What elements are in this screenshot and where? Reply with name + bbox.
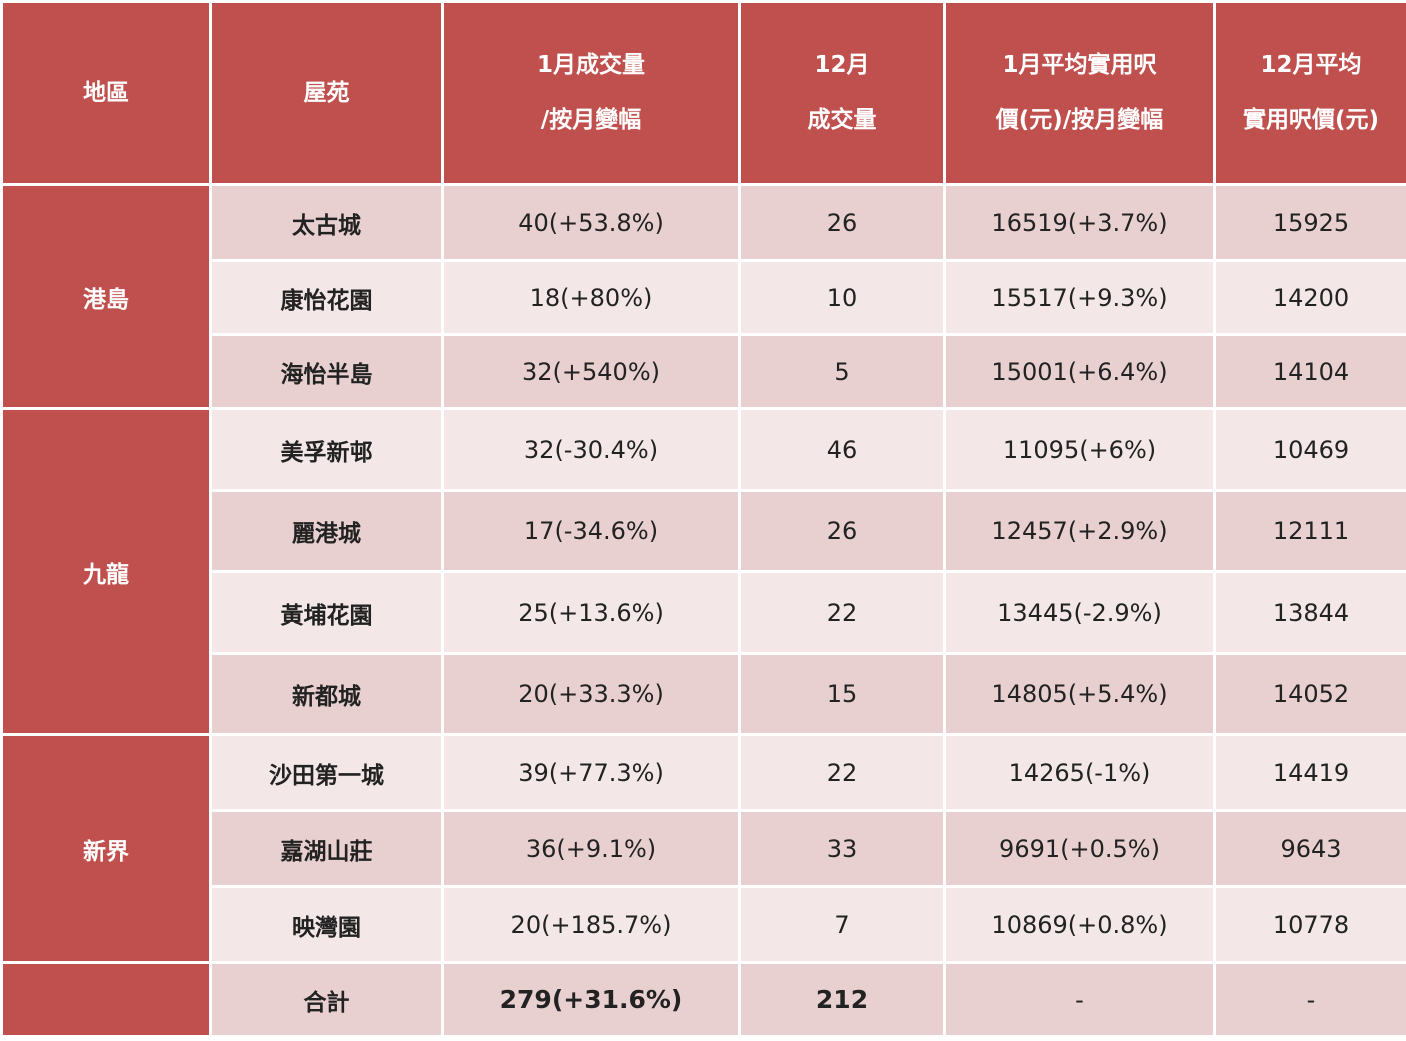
header-jan-price: 1月平均實用呎 價(元)/按月變幅 [943, 0, 1216, 186]
estate-cell: 新都城 [209, 652, 444, 736]
table-row: 嘉湖山莊 36(+9.1%) 33 9691(+0.5%) 9643 [2, 809, 1406, 888]
jan-volume-cell: 20(+185.7%) [441, 885, 741, 964]
jan-price-cell: 12457(+2.9%) [943, 489, 1216, 573]
dec-volume-cell: 5 [738, 333, 946, 410]
total-jan-volume: 279(+31.6%) [441, 961, 741, 1038]
estate-cell: 麗港城 [209, 489, 444, 573]
jan-price-cell: 11095(+6%) [943, 407, 1216, 492]
jan-price-cell: 9691(+0.5%) [943, 809, 1216, 888]
table-row: 港島 太古城 40(+53.8%) 26 16519(+3.7%) 15925 [0, 183, 1406, 410]
dec-volume-cell: 33 [738, 809, 946, 888]
jan-price-cell: 13445(-2.9%) [943, 570, 1216, 655]
estate-cell: 沙田第一城 [209, 733, 444, 812]
dec-price-cell: 15925 [1213, 183, 1406, 262]
table-row: 黃埔花園 25(+13.6%) 22 13445(-2.9%) 13844 [2, 570, 1406, 655]
dec-price-cell: 9643 [1213, 809, 1406, 888]
estate-cell: 康怡花園 [209, 259, 444, 336]
header-region: 地區 [0, 0, 212, 186]
header-jan-volume: 1月成交量 /按月變幅 [441, 0, 741, 186]
jan-price-cell: 15001(+6.4%) [943, 333, 1216, 410]
header-row: 地區 屋苑 1月成交量 /按月變幅 12月 成交量 1月平均實用呎 價(元)/按… [0, 0, 1406, 186]
dec-volume-cell: 22 [738, 570, 946, 655]
jan-volume-cell: 18(+80%) [441, 259, 741, 336]
estate-cell: 映灣園 [209, 885, 444, 964]
dec-volume-cell: 26 [738, 489, 946, 573]
dec-volume-cell: 15 [738, 652, 946, 736]
estate-cell: 嘉湖山莊 [209, 809, 444, 888]
jan-price-cell: 15517(+9.3%) [943, 259, 1216, 336]
estate-cell: 美孚新邨 [209, 407, 444, 492]
dec-volume-cell: 22 [738, 733, 946, 812]
dec-price-cell: 10469 [1213, 407, 1406, 492]
table-row: 新都城 20(+33.3%) 15 14805(+5.4%) 14052 [2, 652, 1406, 736]
dec-price-cell: 14052 [1213, 652, 1406, 736]
total-region-cell [0, 961, 212, 1038]
dec-volume-cell: 46 [738, 407, 946, 492]
dec-volume-cell: 10 [738, 259, 946, 336]
jan-volume-cell: 20(+33.3%) [441, 652, 741, 736]
jan-price-cell: 10869(+0.8%) [943, 885, 1216, 964]
header-estate: 屋苑 [209, 0, 444, 186]
dec-price-cell: 13844 [1213, 570, 1406, 655]
table-row: 麗港城 17(-34.6%) 26 12457(+2.9%) 12111 [2, 489, 1406, 573]
total-row: 合計 279(+31.6%) 212 - - [0, 961, 1406, 1038]
estate-cell: 黃埔花園 [209, 570, 444, 655]
header-dec-price: 12月平均 實用呎價(元) [1213, 0, 1406, 186]
table-row: 新界 沙田第一城 39(+77.3%) 22 14265(-1%) 14419 [0, 733, 1406, 964]
total-jan-price: - [943, 961, 1216, 1038]
dec-volume-cell: 7 [738, 885, 946, 964]
dec-price-cell: 12111 [1213, 489, 1406, 573]
jan-volume-cell: 36(+9.1%) [441, 809, 741, 888]
jan-volume-cell: 40(+53.8%) [441, 183, 741, 262]
region-cell-new-territories: 新界 [0, 733, 212, 964]
table-row: 映灣園 20(+185.7%) 7 10869(+0.8%) 10778 [2, 885, 1406, 964]
jan-volume-cell: 17(-34.6%) [441, 489, 741, 573]
dec-price-cell: 14419 [1213, 733, 1406, 812]
jan-price-cell: 16519(+3.7%) [943, 183, 1216, 262]
total-dec-price: - [1213, 961, 1406, 1038]
estate-cell: 海怡半島 [209, 333, 444, 410]
header-dec-volume: 12月 成交量 [738, 0, 946, 186]
dec-price-cell: 14104 [1213, 333, 1406, 410]
dec-price-cell: 14200 [1213, 259, 1406, 336]
table-row: 康怡花園 18(+80%) 10 15517(+9.3%) 14200 [2, 259, 1406, 336]
region-cell-kowloon: 九龍 [0, 407, 212, 736]
jan-volume-cell: 39(+77.3%) [441, 733, 741, 812]
total-label: 合計 [209, 961, 444, 1038]
total-dec-volume: 212 [738, 961, 946, 1038]
jan-price-cell: 14265(-1%) [943, 733, 1216, 812]
jan-volume-cell: 32(+540%) [441, 333, 741, 410]
table-row: 海怡半島 32(+540%) 5 15001(+6.4%) 14104 [2, 333, 1406, 410]
jan-volume-cell: 25(+13.6%) [441, 570, 741, 655]
dec-price-cell: 10778 [1213, 885, 1406, 964]
region-cell-hk-island: 港島 [0, 183, 212, 410]
estate-cell: 太古城 [209, 183, 444, 262]
dec-volume-cell: 26 [738, 183, 946, 262]
jan-volume-cell: 32(-30.4%) [441, 407, 741, 492]
table-row: 九龍 美孚新邨 32(-30.4%) 46 11095(+6%) 10469 [0, 407, 1406, 736]
jan-price-cell: 14805(+5.4%) [943, 652, 1216, 736]
